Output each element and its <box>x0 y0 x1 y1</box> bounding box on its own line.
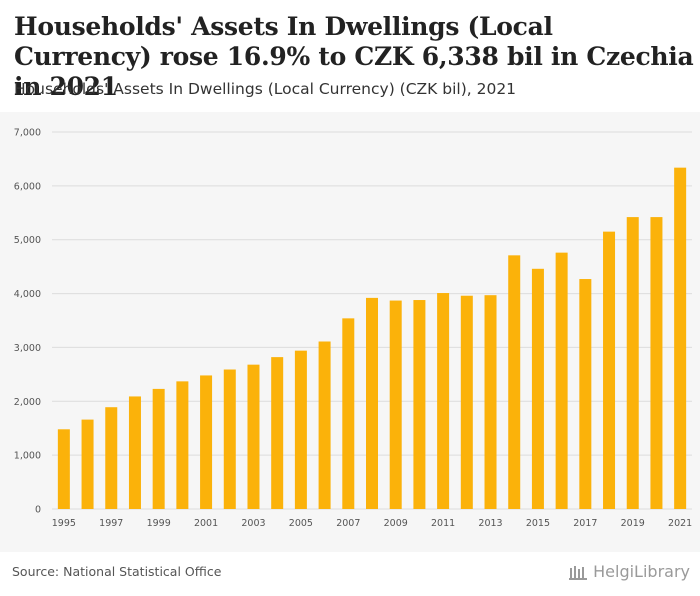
footer: Source: National Statistical Office Helg… <box>0 552 700 596</box>
bar-2015 <box>531 268 544 509</box>
bar-2010 <box>413 300 426 509</box>
bar-2016 <box>555 252 568 509</box>
bar-2006 <box>318 341 331 509</box>
bar-1998 <box>128 396 141 509</box>
bar-1995 <box>57 429 70 509</box>
logo-text: HelgiLibrary <box>593 562 690 581</box>
bar-2007 <box>342 318 355 509</box>
bar-2008 <box>366 297 378 509</box>
x-tick-label: 2011 <box>431 518 455 529</box>
bar-2002 <box>223 369 236 509</box>
x-tick-label: 2015 <box>526 518 550 529</box>
y-tick-label: 5,000 <box>14 235 41 246</box>
x-tick-label: 1999 <box>147 518 171 529</box>
y-tick-label: 2,000 <box>14 397 41 408</box>
source-note: Source: National Statistical Office <box>12 564 222 579</box>
bar-2018 <box>603 231 616 509</box>
x-tick-label: 2019 <box>621 518 645 529</box>
bar-2003 <box>247 364 260 509</box>
y-tick-label: 4,000 <box>14 289 41 300</box>
bar-1997 <box>105 407 118 509</box>
x-tick-label: 2001 <box>194 518 218 529</box>
bar-2020 <box>650 217 663 509</box>
y-tick-label: 3,000 <box>14 343 41 354</box>
library-icon <box>569 565 588 580</box>
x-tick-label: 2017 <box>573 518 597 529</box>
chart-subtitle: Households' Assets In Dwellings (Local C… <box>14 80 517 98</box>
bar-2014 <box>508 255 521 509</box>
helgi-library-logo: HelgiLibrary <box>569 562 690 581</box>
x-tick-label: 2013 <box>478 518 502 529</box>
x-tick-label: 2009 <box>384 518 408 529</box>
bar-2011 <box>437 293 450 509</box>
x-tick-label: 2005 <box>289 518 313 529</box>
bar-2017 <box>579 279 592 509</box>
bar-1996 <box>81 419 94 509</box>
bar-chart: 0 1,000 2,000 3,000 4,000 5,000 6,000 7,000 1995… <box>14 128 692 530</box>
chart-title: Households' Assets In Dwellings (Local C… <box>14 12 694 101</box>
bar-2004 <box>271 357 284 509</box>
bar-2021 <box>674 167 687 509</box>
y-tick-label: 6,000 <box>14 181 41 192</box>
bar-2009 <box>389 300 402 509</box>
bar-2000 <box>176 381 189 509</box>
bar-2005 <box>294 350 307 509</box>
bar-2013 <box>484 295 497 509</box>
x-tick-label: 2021 <box>668 518 692 529</box>
y-tick-label: 0 <box>35 505 41 516</box>
x-tick-label: 1997 <box>99 518 123 529</box>
x-tick-label: 2003 <box>241 518 265 529</box>
bar-1999 <box>152 388 165 509</box>
x-tick-label: 2007 <box>336 518 360 529</box>
chart-area: 0 1,000 2,000 3,000 4,000 5,000 6,000 7,000 1995… <box>0 112 700 552</box>
x-tick-label: 1995 <box>52 518 76 529</box>
bar-2012 <box>460 295 473 509</box>
y-tick-label: 1,000 <box>14 451 41 462</box>
bar-2019 <box>626 217 639 509</box>
y-tick-label: 7,000 <box>14 128 41 139</box>
bar-2001 <box>200 375 213 509</box>
